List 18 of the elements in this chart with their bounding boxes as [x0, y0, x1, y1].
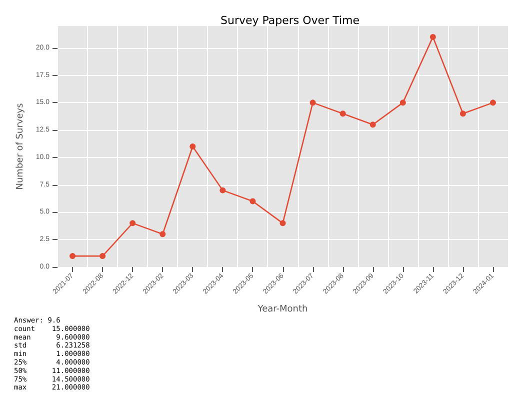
- point: [430, 34, 436, 40]
- point: [370, 122, 376, 128]
- x-axis-title: Year-Month: [256, 304, 308, 314]
- point: [400, 100, 406, 106]
- y-axis-title: Number of Surveys: [16, 102, 26, 190]
- point: [250, 198, 256, 204]
- point: [160, 231, 166, 238]
- point: [460, 110, 466, 117]
- point: [490, 100, 496, 106]
- point: [280, 220, 286, 226]
- point: [220, 187, 226, 194]
- point: [70, 253, 76, 260]
- point: [190, 144, 196, 150]
- point: [100, 253, 106, 260]
- chart-title: Survey Papers Over Time: [220, 14, 360, 27]
- point: [340, 110, 346, 117]
- point: [310, 100, 316, 106]
- point: [130, 220, 136, 226]
